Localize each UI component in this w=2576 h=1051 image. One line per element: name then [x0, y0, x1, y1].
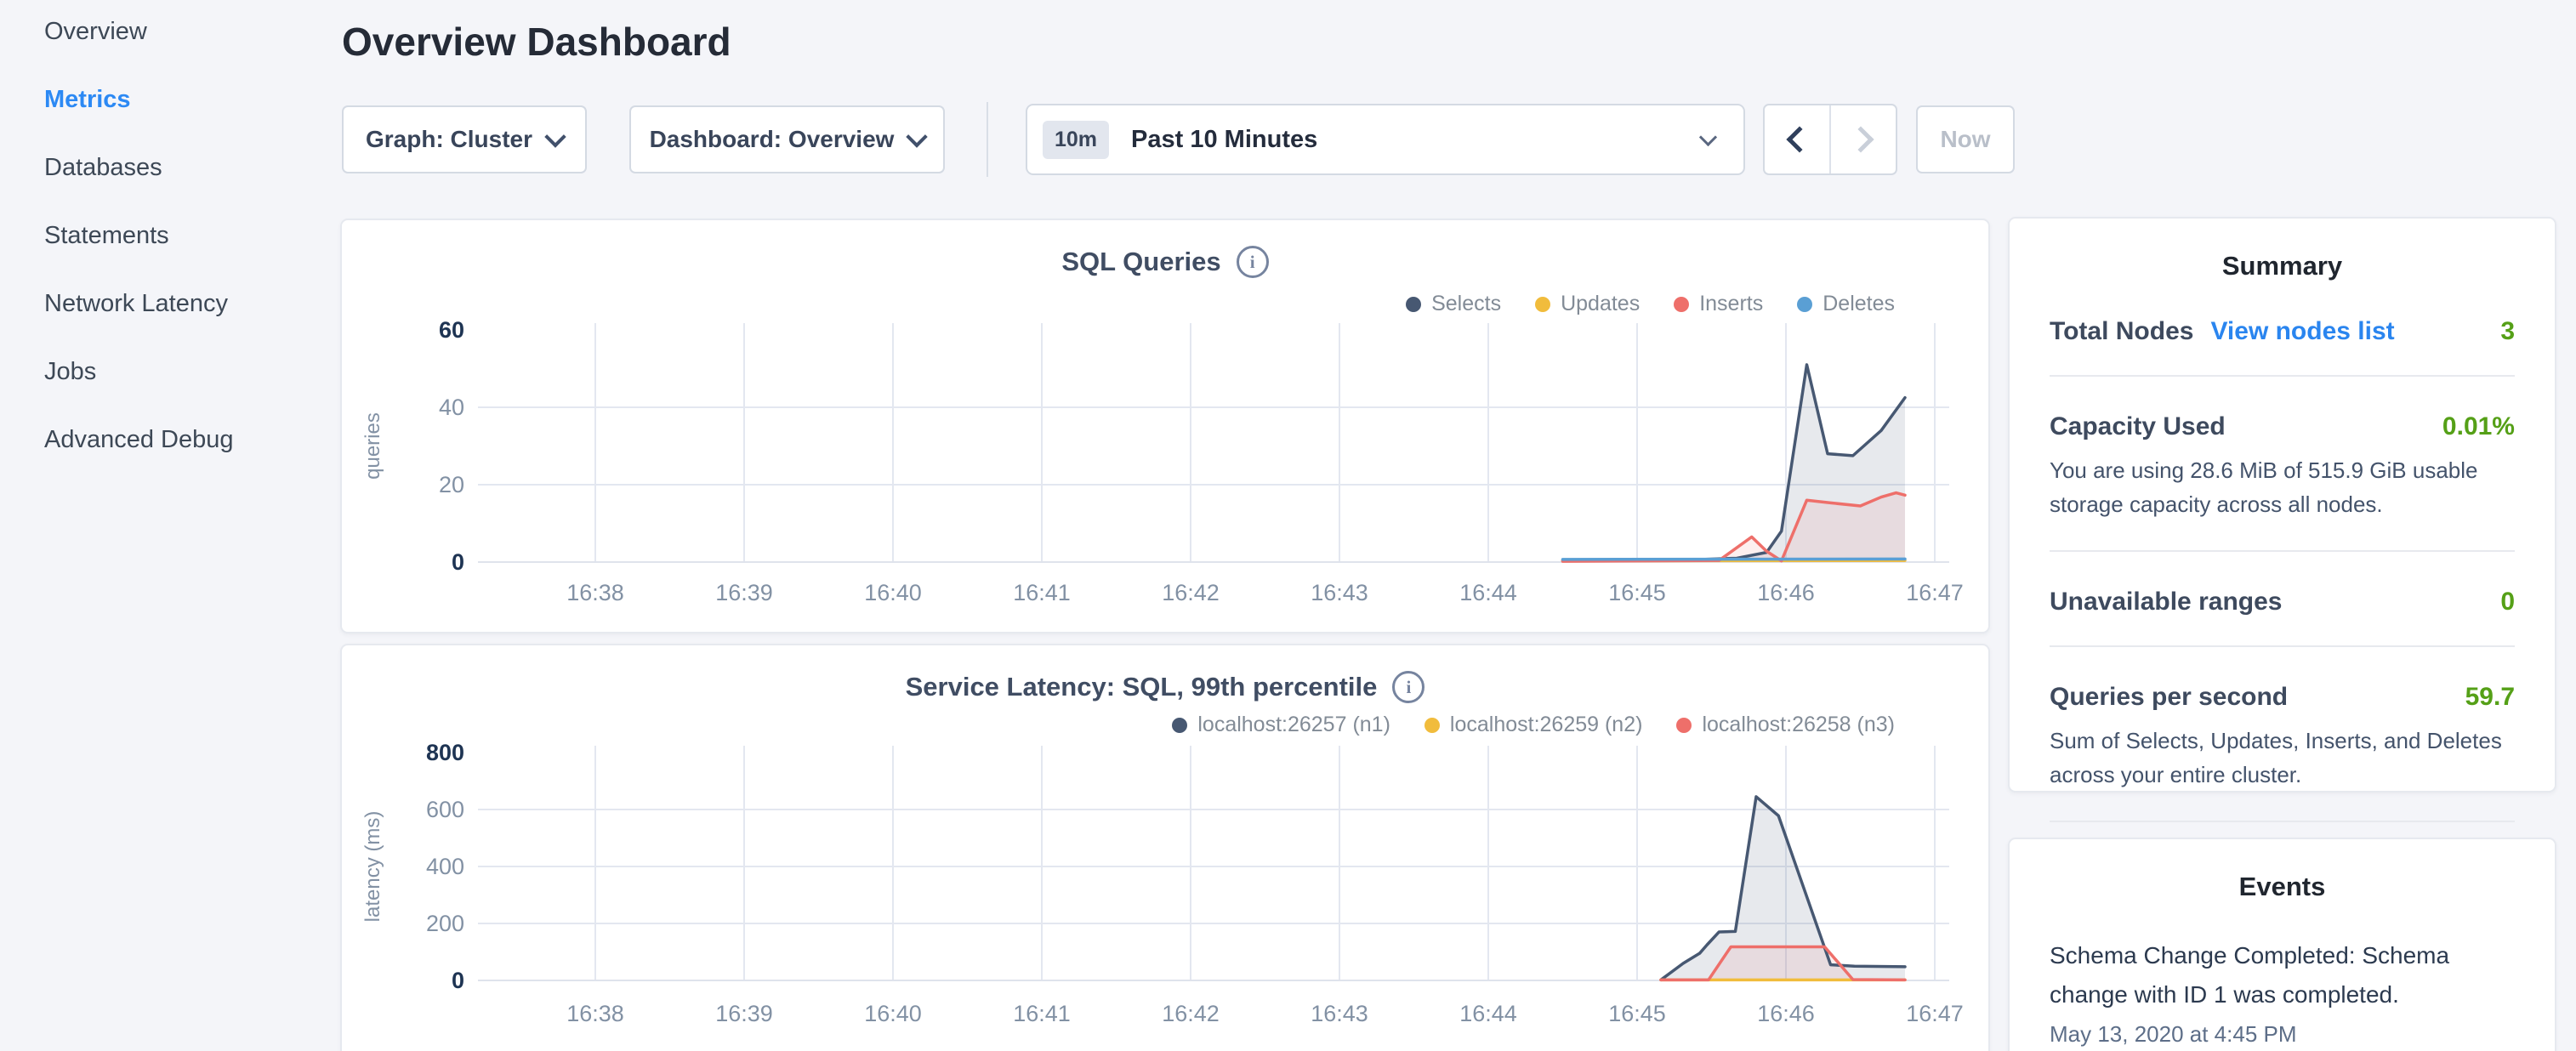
- summary-value: 3: [2500, 317, 2515, 346]
- svg-text:16:39: 16:39: [715, 1001, 773, 1026]
- summary-row-unavailable-ranges: Unavailable ranges 0: [2050, 588, 2515, 616]
- summary-row-total-nodes: Total Nodes View nodes list 3: [2050, 317, 2515, 346]
- summary-panel: Summary Total Nodes View nodes list 3 Ca…: [2008, 217, 2556, 793]
- svg-text:60: 60: [439, 317, 464, 343]
- now-button[interactable]: Now: [1916, 105, 2015, 173]
- now-button-label: Now: [1940, 126, 1990, 153]
- sidebar-item-metrics[interactable]: Metrics: [44, 88, 234, 112]
- summary-row-queries-per-second: Queries per second 59.7: [2050, 683, 2515, 712]
- graph-dropdown-label: Graph: Cluster: [366, 126, 532, 153]
- chevron-down-icon: [1699, 128, 1717, 145]
- sql-queries-chart[interactable]: 16:38 16:39 16:40 16:41 16:42 16:43 16:44 16:45…: [342, 220, 1992, 635]
- svg-text:latency (ms): latency (ms): [361, 811, 384, 923]
- dashboard-dropdown-label: Dashboard: Overview: [650, 126, 895, 153]
- summary-label: Capacity Used: [2050, 412, 2226, 441]
- prev-time-button[interactable]: [1765, 105, 1829, 173]
- summary-title: Summary: [2050, 251, 2515, 281]
- svg-text:200: 200: [426, 911, 464, 936]
- chevron-left-icon: [1786, 126, 1812, 152]
- svg-text:16:45: 16:45: [1608, 580, 1666, 605]
- graph-dropdown[interactable]: Graph: Cluster: [342, 105, 587, 173]
- svg-text:16:41: 16:41: [1013, 1001, 1071, 1026]
- sidebar-item-statements[interactable]: Statements: [44, 224, 234, 248]
- sidebar-item-databases[interactable]: Databases: [44, 156, 234, 180]
- time-range-label: Past 10 Minutes: [1131, 126, 1702, 154]
- svg-text:16:43: 16:43: [1311, 580, 1368, 605]
- divider: [2050, 375, 2515, 377]
- sidebar: Overview Metrics Databases Statements Ne…: [44, 20, 234, 452]
- page-title: Overview Dashboard: [342, 19, 731, 65]
- sidebar-item-advanced-debug[interactable]: Advanced Debug: [44, 428, 234, 452]
- svg-text:16:46: 16:46: [1757, 580, 1815, 605]
- dashboard-dropdown[interactable]: Dashboard: Overview: [629, 105, 945, 173]
- service-latency-chart[interactable]: 16:38 16:39 16:40 16:41 16:42 16:43 16:44 16:45…: [342, 645, 1992, 1051]
- svg-text:16:39: 16:39: [715, 580, 773, 605]
- view-nodes-list-link[interactable]: View nodes list: [2210, 317, 2394, 346]
- svg-text:16:44: 16:44: [1459, 580, 1517, 605]
- toolbar-divider: [987, 102, 988, 177]
- svg-text:600: 600: [426, 797, 464, 822]
- svg-text:16:43: 16:43: [1311, 1001, 1368, 1026]
- svg-text:16:38: 16:38: [566, 580, 624, 605]
- summary-value: 0: [2500, 588, 2515, 616]
- summary-label: Total Nodes: [2050, 317, 2193, 346]
- chevron-down-icon: [544, 126, 566, 147]
- svg-text:16:44: 16:44: [1459, 1001, 1517, 1026]
- svg-text:16:41: 16:41: [1013, 580, 1071, 605]
- time-range-badge: 10m: [1043, 121, 1109, 159]
- next-time-button[interactable]: [1829, 105, 1896, 173]
- summary-label: Unavailable ranges: [2050, 588, 2282, 616]
- time-range-selector[interactable]: 10m Past 10 Minutes: [1026, 104, 1745, 175]
- time-pager: [1763, 104, 1897, 175]
- svg-text:16:40: 16:40: [864, 1001, 922, 1026]
- summary-subtext: Sum of Selects, Updates, Inserts, and De…: [2050, 724, 2515, 792]
- svg-text:16:42: 16:42: [1162, 580, 1220, 605]
- summary-row-capacity-used: Capacity Used 0.01%: [2050, 412, 2515, 441]
- svg-text:16:38: 16:38: [566, 1001, 624, 1026]
- svg-text:800: 800: [426, 740, 464, 765]
- svg-text:queries: queries: [361, 412, 384, 480]
- service-latency-chart-card: Service Latency: SQL, 99th percentile i …: [340, 644, 1990, 1051]
- svg-text:16:47: 16:47: [1906, 580, 1964, 605]
- events-panel: Events Schema Change Completed: Schema c…: [2008, 838, 2556, 1051]
- overview-dashboard-page: Overview Metrics Databases Statements Ne…: [0, 0, 2576, 1051]
- svg-text:0: 0: [452, 968, 464, 993]
- chevron-down-icon: [907, 126, 928, 147]
- sidebar-item-network-latency[interactable]: Network Latency: [44, 292, 234, 316]
- summary-value: 0.01%: [2442, 412, 2515, 441]
- divider: [2050, 645, 2515, 647]
- summary-subtext: You are using 28.6 MiB of 515.9 GiB usab…: [2050, 453, 2515, 521]
- svg-text:16:46: 16:46: [1757, 1001, 1815, 1026]
- events-title: Events: [2050, 872, 2515, 902]
- svg-text:16:40: 16:40: [864, 580, 922, 605]
- summary-label: Queries per second: [2050, 683, 2288, 712]
- svg-text:16:45: 16:45: [1608, 1001, 1666, 1026]
- chevron-right-icon: [1847, 126, 1874, 152]
- divider: [2050, 550, 2515, 552]
- svg-text:40: 40: [439, 395, 464, 420]
- divider: [2050, 821, 2515, 822]
- svg-text:16:42: 16:42: [1162, 1001, 1220, 1026]
- svg-text:16:47: 16:47: [1906, 1001, 1964, 1026]
- summary-value: 59.7: [2465, 683, 2515, 712]
- svg-text:0: 0: [452, 549, 464, 575]
- event-timestamp: May 13, 2020 at 4:45 PM: [2050, 1021, 2515, 1048]
- event-message[interactable]: Schema Change Completed: Schema change w…: [2050, 936, 2515, 1014]
- svg-text:20: 20: [439, 472, 464, 497]
- sidebar-item-overview[interactable]: Overview: [44, 20, 234, 44]
- svg-text:400: 400: [426, 854, 464, 879]
- sql-queries-chart-card: SQL Queries i SelectsUpdatesInsertsDelet…: [340, 219, 1990, 633]
- sidebar-item-jobs[interactable]: Jobs: [44, 360, 234, 384]
